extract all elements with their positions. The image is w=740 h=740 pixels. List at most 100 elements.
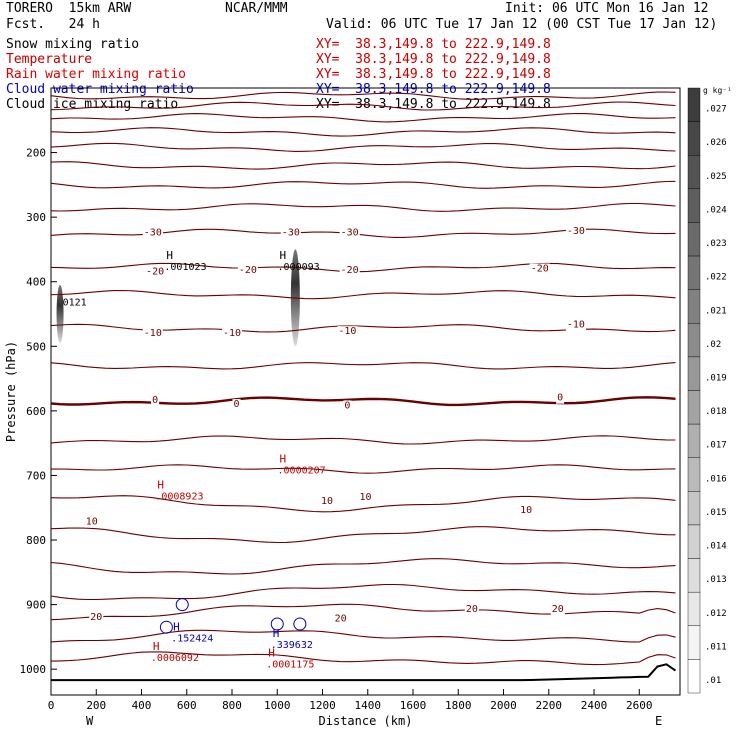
- x-tick-label: 1600: [400, 699, 427, 712]
- colorbar-tick-label: .012: [705, 609, 727, 619]
- label-bg: [142, 227, 163, 239]
- contour-label: 0: [344, 400, 350, 411]
- colorbar-swatch: [687, 659, 701, 694]
- org-label: NCAR/MMM: [225, 1, 288, 16]
- contour-label: 20: [335, 614, 347, 625]
- y-tick-label: 200: [26, 147, 46, 160]
- cloud-water-contour: [293, 617, 307, 631]
- extremum-value: .0001175: [266, 659, 314, 670]
- colorbar-swatch: [687, 491, 701, 526]
- field-name-temperature: Temperature: [6, 52, 93, 67]
- colorbar-tick-label: .027: [705, 105, 727, 115]
- extremum-value: .001023: [164, 262, 206, 273]
- label-bg: [337, 326, 358, 338]
- temperature-contour: [50, 112, 676, 123]
- plot-frame: [50, 87, 681, 696]
- label-bg: [84, 516, 99, 528]
- label-bg: [89, 612, 104, 624]
- colorbar-tick-label: .024: [705, 205, 727, 215]
- x-tick-label: 800: [222, 699, 242, 712]
- colorbar-swatch: [687, 255, 701, 290]
- colorbar-tick-label: .026: [705, 138, 727, 148]
- cloud-water-contour: [175, 598, 189, 612]
- extremum-h: H: [280, 453, 287, 466]
- colorbar-tick-label: .018: [705, 407, 727, 417]
- colorbar-swatch: [687, 323, 701, 358]
- cloud-water-contour: [270, 617, 284, 631]
- extremum-h: H: [157, 478, 164, 491]
- extremum-value: 0121: [63, 298, 87, 309]
- label-bg: [142, 328, 163, 340]
- colorbar-tick-label: .021: [705, 306, 727, 316]
- contour-label: -20: [531, 264, 549, 275]
- colorbar-swatch: [687, 558, 701, 593]
- field-name-snow: Snow mixing ratio: [6, 37, 140, 52]
- cloud-water-contour: [159, 620, 173, 634]
- field-name-rain: Rain water mixing ratio: [6, 67, 187, 82]
- temperature-contour: [50, 289, 676, 300]
- colorbar-swatch: [687, 457, 701, 492]
- contour-label: -30: [144, 227, 162, 238]
- x-tick-label: 600: [177, 699, 197, 712]
- temperature-contour: [50, 464, 676, 474]
- colorbar-tick-label: .016: [705, 474, 727, 484]
- colorbar-tick-label: .01: [705, 676, 721, 686]
- colorbar-tick-label: .022: [705, 273, 727, 283]
- extremum-h: H: [173, 620, 180, 633]
- contour-label: 10: [359, 492, 371, 503]
- contour-label: -30: [567, 226, 585, 237]
- label-bg: [151, 395, 160, 407]
- colorbar-tick-label: .013: [705, 575, 727, 585]
- x-tick-label: 200: [86, 699, 106, 712]
- contour-label: -10: [144, 328, 162, 339]
- extremum-h: H: [153, 640, 160, 653]
- label-bg: [343, 400, 352, 412]
- temperature-contour: [50, 526, 676, 544]
- colorbar-tick-label: .02: [705, 340, 721, 350]
- label-bg: [565, 226, 586, 238]
- colorbar-swatch: [687, 289, 701, 324]
- colorbar-tick-label: .023: [705, 239, 727, 249]
- temperature-contour: [50, 558, 676, 575]
- temperature-contour: [50, 629, 676, 643]
- label-bg: [464, 603, 479, 615]
- y-tick-label: 800: [26, 534, 46, 547]
- colorbar-tick-label: .015: [705, 508, 727, 518]
- valid-time: Valid: 06 UTC Tue 17 Jan 12 (00 CST Tue …: [326, 17, 718, 32]
- extremum-h: H: [166, 249, 173, 262]
- y-tick-label: 600: [26, 405, 46, 418]
- label-bg: [320, 495, 335, 507]
- label-bg: [237, 264, 258, 276]
- x-axis-label: Distance (km): [319, 714, 413, 728]
- label-bg: [529, 263, 550, 275]
- extremum-value: .000093: [278, 262, 320, 273]
- label-bg: [145, 266, 166, 278]
- x-tick-label: 2000: [490, 699, 517, 712]
- label-bg: [333, 613, 348, 625]
- colorbar-swatch: [687, 356, 701, 391]
- contour-label: -10: [223, 328, 241, 339]
- field-xy-rain: XY= 38.3,149.8 to 222.9,149.8: [316, 67, 551, 82]
- forecast-hour: Fcst. 24 h: [6, 17, 100, 32]
- x-tick-label: 1800: [445, 699, 472, 712]
- colorbar-tick-label: .017: [705, 441, 727, 451]
- west-end-label: W: [86, 714, 94, 728]
- x-tick-label: 1400: [355, 699, 382, 712]
- y-tick-label: 700: [26, 469, 46, 482]
- colorbar-tick-label: .025: [705, 172, 727, 182]
- x-tick-label: 2400: [581, 699, 608, 712]
- temperature-contour: [50, 603, 676, 621]
- contour-label: -10: [567, 320, 585, 331]
- x-tick-label: 1000: [264, 699, 291, 712]
- temperature-contour: [50, 161, 676, 170]
- contour-label: -10: [338, 326, 356, 337]
- label-bg: [221, 328, 243, 340]
- label-bg: [280, 227, 301, 239]
- contour-label: 0: [557, 393, 563, 404]
- contour-label: -20: [146, 267, 164, 278]
- extremum-h: H: [273, 627, 280, 640]
- contour-label: 0: [152, 395, 158, 406]
- x-tick-label: 2200: [536, 699, 563, 712]
- x-tick-label: 1200: [309, 699, 336, 712]
